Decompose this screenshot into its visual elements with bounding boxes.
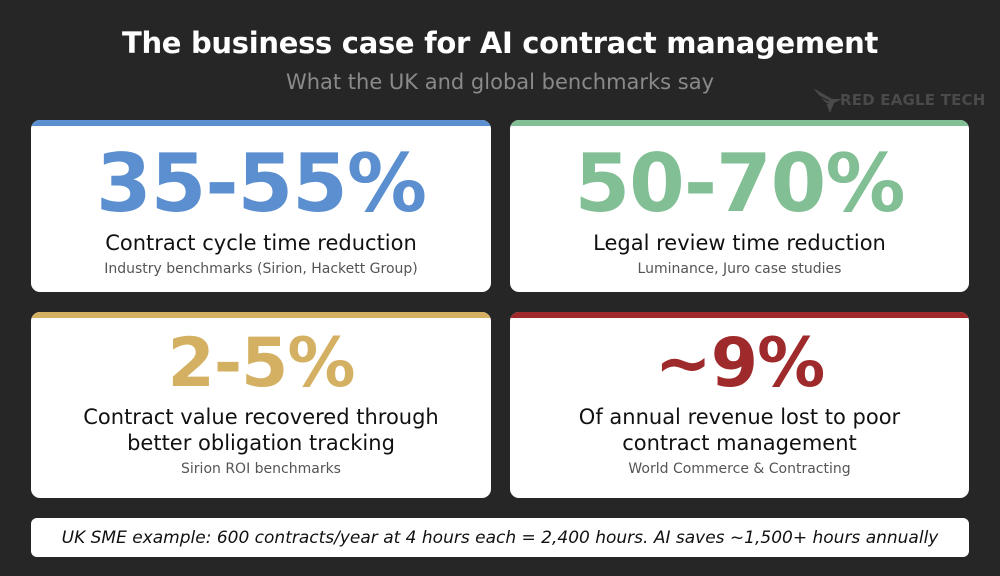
stat-label: Of annual revenue lost to poor contract … bbox=[578, 405, 901, 455]
sme-example-banner: UK SME example: 600 contracts/year at 4 … bbox=[31, 518, 969, 557]
stat-value: 50-70% bbox=[574, 137, 905, 230]
stat-label: Contract cycle time reduction bbox=[105, 231, 417, 255]
stat-card-value-recovered: 2-5% Contract value recovered through be… bbox=[31, 312, 491, 498]
stat-card-legal-review: 50-70% Legal review time reduction Lumin… bbox=[510, 120, 969, 292]
eagle-icon bbox=[813, 88, 842, 113]
brand-logo: RED EAGLE TECH bbox=[812, 84, 986, 116]
stat-value: 35-55% bbox=[95, 137, 427, 230]
stat-card-cycle-time: 35-55% Contract cycle time reduction Ind… bbox=[31, 120, 491, 292]
stat-source: Luminance, Juro case studies bbox=[637, 261, 842, 277]
stat-label: Contract value recovered through better … bbox=[83, 405, 439, 455]
stat-source: World Commerce & Contracting bbox=[628, 461, 851, 477]
brand-name: RED EAGLE TECH bbox=[840, 91, 986, 109]
card-accent-bar bbox=[31, 312, 491, 318]
stat-value: ~9% bbox=[654, 324, 825, 403]
stat-label: Legal review time reduction bbox=[593, 231, 886, 255]
stat-value: 2-5% bbox=[167, 324, 356, 403]
page-subtitle: What the UK and global benchmarks say bbox=[285, 70, 715, 94]
stat-source: Industry benchmarks (Sirion, Hackett Gro… bbox=[104, 261, 418, 277]
stat-source: Sirion ROI benchmarks bbox=[181, 461, 341, 477]
card-accent-bar bbox=[510, 120, 969, 126]
stat-card-revenue-lost: ~9% Of annual revenue lost to poor contr… bbox=[510, 312, 969, 498]
card-accent-bar bbox=[510, 312, 969, 318]
card-accent-bar bbox=[31, 120, 491, 126]
page-title: The business case for AI contract manage… bbox=[121, 26, 879, 60]
